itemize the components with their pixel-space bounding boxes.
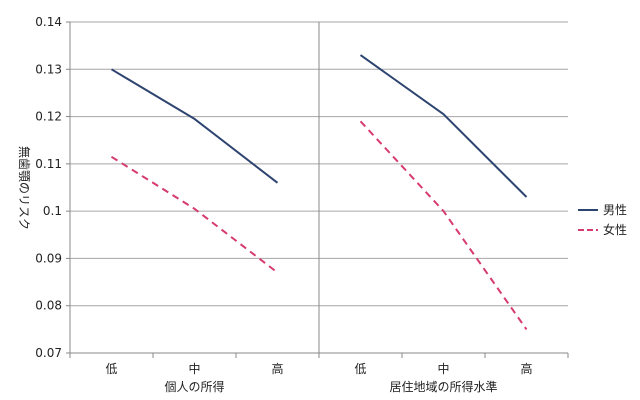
x-axis-label: 居住地域の所得水準 bbox=[389, 379, 497, 394]
y-tick-label: 0.1 bbox=[43, 204, 62, 218]
x-tick-label: 高 bbox=[520, 361, 532, 376]
x-tick-label: 低 bbox=[105, 362, 117, 376]
series-line-female bbox=[110, 155, 279, 274]
x-tick-label: 中 bbox=[188, 361, 200, 376]
legend-label: 女性 bbox=[603, 222, 627, 237]
y-tick-label: 0.09 bbox=[35, 251, 62, 265]
series-line-male bbox=[359, 54, 528, 198]
y-tick-label: 0.07 bbox=[35, 346, 62, 360]
y-axis-label: 無歯顎のリスク bbox=[17, 146, 32, 230]
gridlines bbox=[70, 21, 568, 354]
series-lines bbox=[110, 54, 528, 330]
x-axis-label: 個人の所得 bbox=[164, 379, 224, 394]
series-line-male bbox=[110, 68, 279, 184]
y-tick-label: 0.08 bbox=[35, 299, 62, 313]
series-line-female bbox=[359, 120, 528, 330]
y-tick-label: 0.12 bbox=[35, 110, 62, 124]
y-tick-label: 0.11 bbox=[35, 157, 62, 171]
y-tick-label: 0.14 bbox=[35, 15, 62, 29]
x-tick-label: 中 bbox=[437, 361, 449, 376]
panel-frames bbox=[69, 22, 568, 354]
legend-label: 男性 bbox=[603, 203, 627, 217]
y-tick-label: 0.13 bbox=[35, 62, 62, 76]
x-tick-label: 高 bbox=[271, 361, 283, 376]
x-tick-label: 低 bbox=[354, 362, 366, 376]
y-axis: 0.07 0.08 0.09 0.1 0.11 0.12 0.13 0.14 bbox=[35, 15, 70, 360]
